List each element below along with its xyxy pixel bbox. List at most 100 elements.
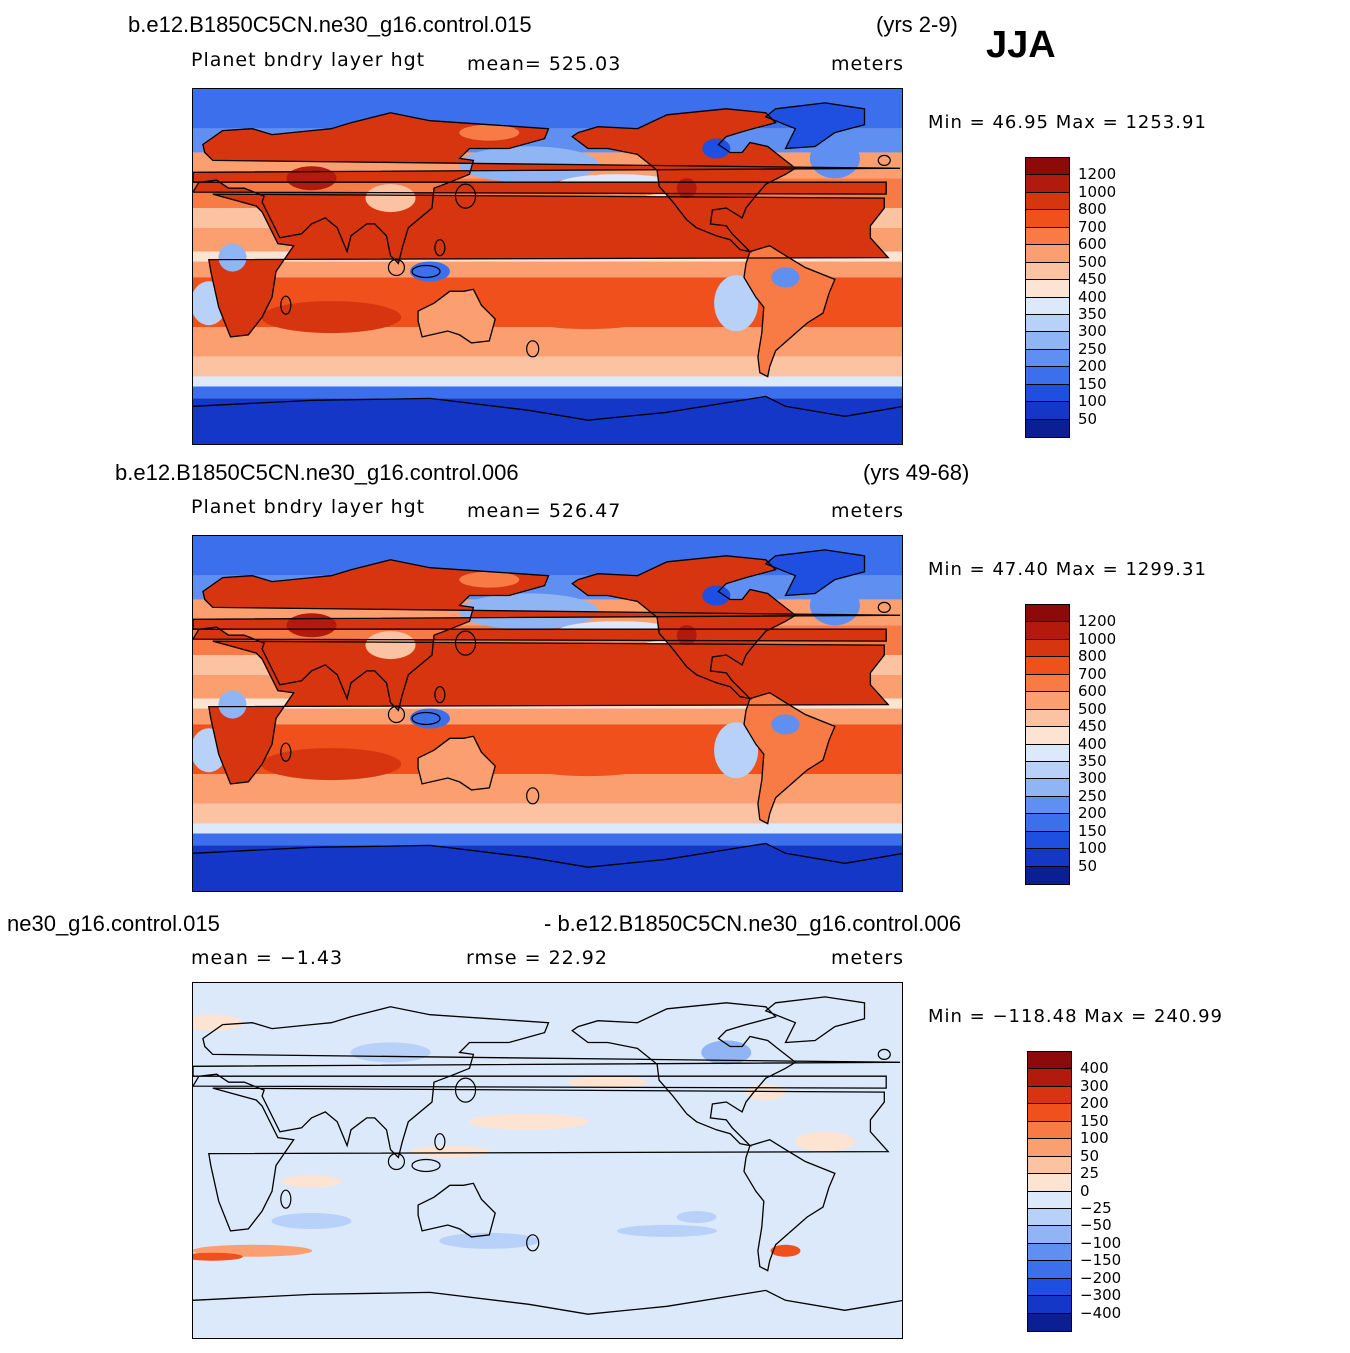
colorbar-swatch <box>1028 1208 1071 1227</box>
panel2-case-title: b.e12.B1850C5CN.ne30_g16.control.006 <box>115 460 519 485</box>
colorbar-label: 300 <box>1080 1076 1109 1095</box>
colorbar-label: 700 <box>1078 664 1107 683</box>
colorbar-swatch <box>1026 761 1069 780</box>
colorbar-label: 250 <box>1078 786 1107 805</box>
panel1-units: meters <box>831 53 905 75</box>
panel1-mean: mean= 525.03 <box>467 53 622 75</box>
colorbar-swatch <box>1026 605 1069 623</box>
colorbar-swatch <box>1026 419 1069 437</box>
colorbar-swatch <box>1028 1261 1071 1279</box>
colorbar-swatch <box>1026 314 1069 333</box>
colorbar-label: 250 <box>1078 339 1107 358</box>
colorbar-label: 800 <box>1078 200 1107 219</box>
colorbar-swatch <box>1026 692 1069 710</box>
colorbar-label: 600 <box>1078 235 1107 254</box>
colorbar-swatch <box>1028 1104 1071 1122</box>
colorbar-swatch <box>1026 831 1069 850</box>
colorbar-label: −100 <box>1080 1233 1122 1252</box>
panel2-colorbar <box>1025 604 1070 885</box>
colorbar-swatch <box>1026 332 1069 350</box>
colorbar-label: 50 <box>1080 1146 1100 1165</box>
colorbar-label: 300 <box>1078 769 1107 788</box>
colorbar-swatch <box>1026 709 1069 728</box>
colorbar-swatch <box>1026 245 1069 263</box>
colorbar-swatch <box>1028 1226 1071 1244</box>
colorbar-label: 0 <box>1080 1181 1090 1200</box>
colorbar-swatch <box>1028 1069 1071 1087</box>
colorbar-label: 150 <box>1078 821 1107 840</box>
colorbar-swatch <box>1026 349 1069 368</box>
colorbar-label: 50 <box>1078 409 1098 428</box>
colorbar-swatch <box>1026 796 1069 815</box>
colorbar-label: 450 <box>1078 717 1107 736</box>
colorbar-swatch <box>1026 814 1069 832</box>
panel1-variable: Planet bndry layer hgt <box>191 49 426 71</box>
colorbar-label: 450 <box>1078 270 1107 289</box>
colorbar-swatch <box>1028 1313 1071 1331</box>
panel3-colorbar <box>1027 1051 1072 1332</box>
colorbar-swatch <box>1026 639 1069 658</box>
panel3-minmax: Min = −118.48 Max = 240.99 <box>928 1006 1223 1027</box>
panel2-variable: Planet bndry layer hgt <box>191 496 426 518</box>
colorbar-swatch <box>1026 210 1069 228</box>
colorbar-swatch <box>1028 1191 1071 1209</box>
colorbar-swatch <box>1026 657 1069 675</box>
colorbar-label: 100 <box>1078 392 1107 411</box>
panel2-mean: mean= 526.47 <box>467 500 622 522</box>
colorbar-swatch <box>1026 744 1069 762</box>
panel2-units: meters <box>831 500 905 522</box>
colorbar-label: 200 <box>1080 1094 1109 1113</box>
colorbar-label: 100 <box>1078 839 1107 858</box>
colorbar-swatch <box>1026 192 1069 211</box>
panel2-map <box>192 535 903 892</box>
panel2-minmax: Min = 47.40 Max = 1299.31 <box>928 559 1207 580</box>
colorbar-swatch <box>1028 1139 1071 1157</box>
panel1-map <box>192 88 903 445</box>
colorbar-label: −200 <box>1080 1268 1122 1287</box>
colorbar-label: 500 <box>1078 252 1107 271</box>
season-label: JJA <box>986 24 1056 66</box>
colorbar-swatch <box>1026 367 1069 385</box>
colorbar-label: 350 <box>1078 751 1107 770</box>
panel3-difference-map <box>192 982 903 1339</box>
colorbar-swatch <box>1026 175 1069 193</box>
colorbar-swatch <box>1026 227 1069 246</box>
panel1-minmax: Min = 46.95 Max = 1253.91 <box>928 112 1207 133</box>
panel1-years: (yrs 2-9) <box>876 12 958 37</box>
colorbar-swatch <box>1026 402 1069 420</box>
colorbar-label: 800 <box>1078 647 1107 666</box>
colorbar-label: −300 <box>1080 1286 1122 1305</box>
colorbar-swatch <box>1028 1156 1071 1175</box>
colorbar-label: 1200 <box>1078 612 1117 631</box>
colorbar-label: 600 <box>1078 682 1107 701</box>
panel3-units: meters <box>831 947 905 969</box>
colorbar-swatch <box>1026 384 1069 403</box>
panel1-case-title: b.e12.B1850C5CN.ne30_g16.control.015 <box>128 12 532 37</box>
colorbar-label: 200 <box>1078 357 1107 376</box>
colorbar-label: 1000 <box>1078 182 1117 201</box>
colorbar-label: 300 <box>1078 322 1107 341</box>
colorbar-swatch <box>1026 849 1069 867</box>
colorbar-label: 400 <box>1078 287 1107 306</box>
colorbar-swatch <box>1026 779 1069 797</box>
colorbar-label: −50 <box>1080 1216 1112 1235</box>
colorbar-label: 25 <box>1080 1164 1100 1183</box>
colorbar-swatch <box>1026 280 1069 298</box>
panel3-mean: mean = −1.43 <box>191 947 344 969</box>
colorbar-label: −400 <box>1080 1303 1122 1322</box>
colorbar-label: 150 <box>1078 374 1107 393</box>
colorbar-swatch <box>1026 622 1069 640</box>
panel1-colorbar <box>1025 157 1070 438</box>
colorbar-swatch <box>1026 262 1069 281</box>
colorbar-swatch <box>1028 1296 1071 1314</box>
map-canvas <box>193 89 902 444</box>
colorbar-label: 200 <box>1078 804 1107 823</box>
colorbar-label: −150 <box>1080 1251 1122 1270</box>
panel3-case-right: - b.e12.B1850C5CN.ne30_g16.control.006 <box>544 911 962 936</box>
panel3-rmse: rmse = 22.92 <box>466 947 608 969</box>
colorbar-label: −25 <box>1080 1198 1112 1217</box>
colorbar-label: 500 <box>1078 699 1107 718</box>
map-canvas <box>193 536 902 891</box>
panel3-case-left: ne30_g16.control.015 <box>7 911 220 936</box>
colorbar-label: 700 <box>1078 217 1107 236</box>
